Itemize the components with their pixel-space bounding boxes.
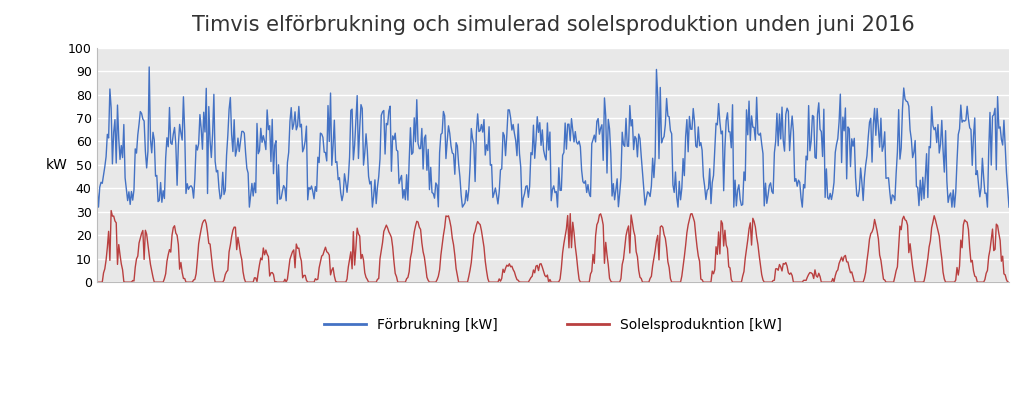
Solelsprodukntion [kW] bbox=[105, 208, 118, 213]
Line: Förbrukning [kW]: Förbrukning [kW] bbox=[97, 67, 1009, 207]
Förbrukning [kW] bbox=[92, 205, 104, 210]
Line: Solelsprodukntion [kW]: Solelsprodukntion [kW] bbox=[97, 210, 1009, 282]
Solelsprodukntion [kW] bbox=[1002, 280, 1015, 284]
Solelsprodukntion [kW] bbox=[109, 218, 121, 223]
Förbrukning [kW] bbox=[667, 183, 679, 188]
Förbrukning [kW] bbox=[1002, 205, 1015, 210]
Title: Timvis elförbrukning och simulerad solelsproduktion unden juni 2016: Timvis elförbrukning och simulerad solel… bbox=[191, 15, 914, 35]
Y-axis label: kW: kW bbox=[46, 158, 68, 172]
Förbrukning [kW] bbox=[693, 143, 706, 148]
Förbrukning [kW] bbox=[204, 138, 216, 143]
Solelsprodukntion [kW] bbox=[91, 280, 103, 284]
Legend: Förbrukning [kW], Solelsprodukntion [kW]: Förbrukning [kW], Solelsprodukntion [kW] bbox=[318, 312, 787, 338]
Solelsprodukntion [kW] bbox=[295, 258, 307, 263]
Solelsprodukntion [kW] bbox=[203, 241, 215, 246]
Förbrukning [kW] bbox=[143, 64, 156, 69]
Förbrukning [kW] bbox=[109, 117, 121, 122]
Solelsprodukntion [kW] bbox=[692, 254, 705, 258]
Förbrukning [kW] bbox=[345, 108, 357, 113]
Förbrukning [kW] bbox=[91, 188, 103, 193]
Förbrukning [kW] bbox=[297, 150, 309, 154]
Solelsprodukntion [kW] bbox=[666, 280, 678, 284]
Solelsprodukntion [kW] bbox=[343, 257, 355, 262]
